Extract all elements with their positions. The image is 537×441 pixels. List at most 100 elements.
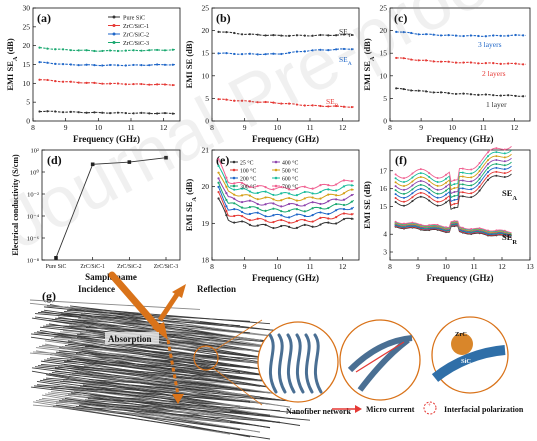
data-point [453, 202, 456, 205]
data-point [484, 93, 487, 96]
nanofiber-strand [64, 398, 271, 428]
data-point [461, 167, 464, 170]
data-point [342, 212, 346, 215]
legend-label: 700 °C [282, 183, 298, 190]
data-point [492, 34, 495, 37]
data-point [411, 188, 414, 191]
nanofiber-strand [313, 333, 323, 394]
y-tick-label: 4 [383, 230, 387, 239]
data-point [311, 104, 314, 107]
data-point [148, 83, 151, 86]
data-point [469, 61, 472, 64]
data-point [108, 49, 112, 52]
data-point [461, 183, 464, 186]
data-point [303, 214, 306, 218]
data-point [477, 34, 480, 38]
data-point [233, 193, 236, 196]
data-point [311, 225, 314, 228]
current-path [355, 341, 405, 373]
nanofiber-strand [67, 343, 241, 361]
data-point [272, 34, 275, 37]
data-point [311, 192, 314, 195]
data-point [495, 170, 498, 173]
data-point [461, 187, 464, 190]
data-point [410, 89, 413, 92]
sic-fiber [431, 345, 506, 382]
data-point [503, 148, 506, 151]
data-point [495, 147, 498, 150]
series-line [396, 57, 526, 65]
data-point [445, 193, 447, 196]
data-point [240, 200, 244, 204]
data-point [264, 100, 267, 104]
x-tick-label: 11 [127, 123, 134, 132]
data-point [248, 199, 251, 202]
data-point [342, 217, 346, 221]
data-point [264, 53, 267, 56]
legend-label: 500 °C [282, 167, 298, 174]
data-point [319, 223, 322, 226]
x-tick-label: 11 [306, 262, 313, 271]
schematic-panel-g: (g) Incidence Reflection Absorption Nanofibe… [29, 271, 524, 440]
x-tick-label: 9 [416, 262, 420, 271]
nanofiber-strand [32, 351, 231, 366]
data-point [428, 224, 431, 227]
data-point [156, 83, 159, 86]
zrc-label: ZrC [455, 331, 467, 338]
data-point [453, 179, 456, 182]
data-point [319, 211, 322, 214]
data-point [148, 49, 151, 52]
data-point [225, 214, 228, 217]
data-point [148, 112, 151, 115]
y-tick-label: 20 [23, 41, 31, 50]
legend-marker [274, 160, 278, 164]
data-point [453, 206, 456, 209]
data-point [495, 166, 498, 169]
data-point [428, 199, 431, 202]
nanofiber-strand [66, 309, 251, 322]
data-point [461, 179, 464, 182]
data-point [470, 172, 473, 175]
x-tick-label: 12 [498, 262, 506, 271]
data-point [287, 196, 291, 200]
data-point [287, 209, 291, 212]
y-tick-label: 5 [26, 98, 30, 107]
x-tick-label: 8 [210, 262, 214, 271]
data-point [503, 152, 506, 155]
data-point [61, 111, 65, 114]
data-point [225, 176, 228, 179]
data-point [403, 177, 405, 180]
data-point [470, 176, 473, 179]
series-annotation: SER [326, 97, 339, 109]
data-point [256, 211, 259, 214]
nanofiber-strand [73, 391, 301, 426]
data-point [127, 160, 132, 164]
nanofiber-strand [88, 325, 271, 360]
data-point [116, 64, 120, 67]
nanofiber-strand [286, 333, 296, 394]
x-tick-label: 9 [64, 123, 68, 132]
data-point [419, 168, 422, 171]
data-point [335, 183, 338, 186]
data-point [327, 212, 330, 216]
legend-label: 25 °C [240, 159, 254, 166]
data-point [319, 190, 322, 194]
data-point [85, 49, 88, 52]
legend-marker [232, 176, 236, 180]
data-point [264, 190, 267, 193]
legend-label: 400 °C [282, 159, 298, 166]
nanofiber-network-label: Nanofiber network [286, 407, 352, 416]
data-point [461, 195, 464, 198]
data-point [233, 52, 236, 56]
data-point [342, 185, 346, 188]
series-line [396, 31, 526, 37]
data-point [295, 199, 299, 202]
data-point [319, 207, 322, 210]
data-point [272, 220, 275, 224]
x-axis-label: Frequency (GHz) [426, 134, 493, 144]
micro-current-arrowhead [355, 405, 362, 413]
y-tick-label: 10⁻⁶ [27, 236, 39, 243]
data-point [295, 103, 299, 106]
data-point [69, 80, 72, 83]
data-point [140, 49, 143, 52]
